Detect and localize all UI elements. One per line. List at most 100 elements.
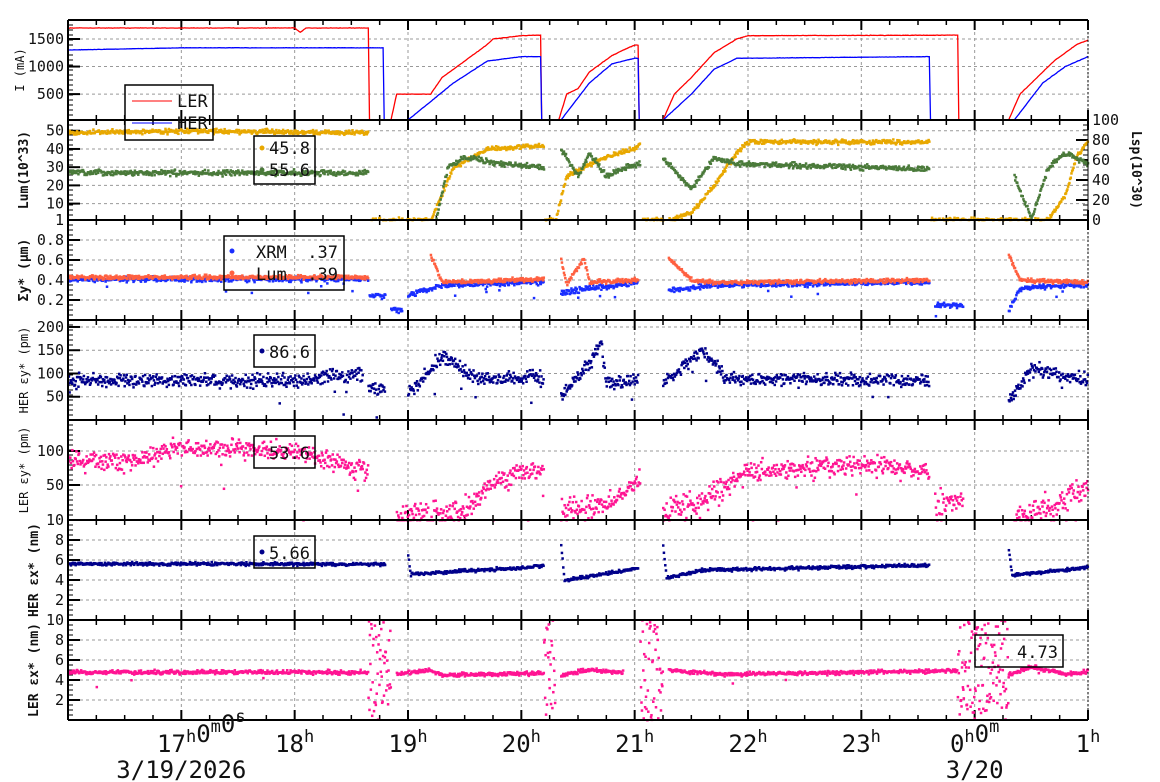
data-point <box>245 173 249 176</box>
data-point <box>114 276 118 279</box>
data-point <box>101 170 104 174</box>
data-point <box>240 276 243 280</box>
data-point <box>194 275 198 279</box>
data-point <box>121 277 124 280</box>
data-point <box>147 173 151 177</box>
data-point <box>808 281 811 285</box>
data-point <box>936 303 939 307</box>
data-point <box>960 304 964 307</box>
data-point <box>518 162 521 166</box>
data-point <box>418 290 422 293</box>
y2-tick-label: 40 <box>1092 171 1110 189</box>
data-point <box>459 164 463 168</box>
data-point <box>125 281 128 284</box>
data-point <box>426 289 429 293</box>
data-point <box>852 142 856 145</box>
data-point <box>585 156 589 160</box>
data-point <box>397 311 400 315</box>
data-point <box>1082 286 1085 289</box>
data-point <box>1032 212 1035 216</box>
data-point <box>804 165 807 168</box>
data-point <box>462 284 466 287</box>
data-point <box>328 170 331 173</box>
data-point <box>347 132 350 135</box>
data-point <box>478 159 482 163</box>
data-point <box>128 277 132 280</box>
data-point <box>231 170 235 173</box>
data-point <box>1084 162 1088 165</box>
data-point <box>147 171 150 174</box>
data-point <box>1036 217 1040 220</box>
data-point <box>200 128 203 132</box>
data-point <box>264 277 268 281</box>
data-point <box>275 173 278 176</box>
data-point <box>599 167 602 171</box>
data-point <box>378 216 382 220</box>
data-point <box>712 186 716 189</box>
data-point <box>930 216 934 220</box>
data-point <box>150 130 154 133</box>
data-point <box>843 139 846 142</box>
data-point <box>692 208 696 212</box>
data-point <box>273 171 276 175</box>
data-point <box>689 212 692 216</box>
data-point <box>472 157 475 161</box>
data-point <box>511 276 514 279</box>
data-point <box>196 279 200 282</box>
data-point <box>804 162 808 165</box>
data-point <box>151 128 154 131</box>
data-point <box>183 131 186 135</box>
data-point <box>750 162 753 166</box>
data-point <box>326 282 329 285</box>
data-point <box>283 173 287 177</box>
data-point <box>732 156 736 159</box>
data-point <box>679 175 682 178</box>
data-point <box>373 294 377 298</box>
data-point <box>558 203 561 206</box>
data-point <box>1071 168 1075 171</box>
data-point <box>511 148 515 151</box>
data-point <box>672 286 675 289</box>
data-point <box>101 174 105 177</box>
data-point <box>728 285 731 289</box>
data-point <box>712 155 715 159</box>
data-point <box>594 157 598 160</box>
data-point <box>277 171 280 174</box>
data-point <box>579 171 583 174</box>
data-point <box>161 130 165 134</box>
data-point <box>1045 216 1049 220</box>
data-point <box>354 174 358 177</box>
data-point <box>560 149 564 152</box>
data-point <box>623 282 626 286</box>
data-point <box>637 163 641 166</box>
data-point <box>253 280 256 284</box>
data-point <box>430 256 433 260</box>
data-point <box>535 282 539 286</box>
data-point <box>816 292 820 296</box>
data-point <box>709 186 712 190</box>
data-point <box>127 128 131 132</box>
data-point <box>437 208 440 211</box>
data-point <box>539 282 543 286</box>
data-point <box>571 289 575 292</box>
data-point <box>509 161 512 165</box>
data-point <box>821 165 825 168</box>
data-point <box>565 175 568 179</box>
data-point <box>436 211 440 215</box>
data-point <box>583 288 587 292</box>
data-point <box>942 301 946 305</box>
data-point <box>918 283 922 286</box>
data-point <box>565 174 569 178</box>
data-point <box>76 169 80 172</box>
data-point <box>771 284 775 287</box>
data-point <box>598 284 601 287</box>
data-point <box>100 131 103 134</box>
data-point <box>436 203 439 206</box>
data-point <box>896 138 899 142</box>
data-point <box>1053 208 1056 212</box>
data-point <box>1026 204 1029 208</box>
data-point <box>726 158 730 162</box>
data-point <box>98 130 101 133</box>
data-point <box>111 173 115 177</box>
data-point <box>443 189 446 192</box>
